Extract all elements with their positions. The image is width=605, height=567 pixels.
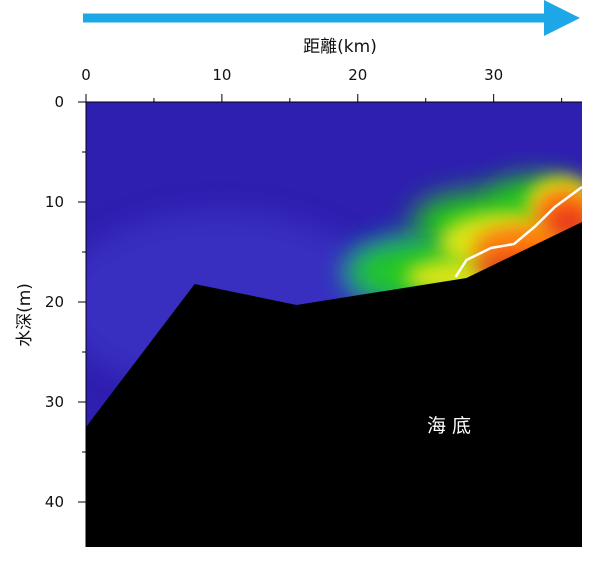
- contour-line: [454, 185, 582, 278]
- seabed-polygon: [86, 222, 582, 547]
- y-tick-label: 30: [45, 393, 64, 411]
- y-tick-label: 20: [45, 293, 64, 311]
- y-tick-label: 0: [54, 93, 64, 111]
- x-tick-label: 30: [484, 66, 503, 84]
- plot-area: [86, 102, 582, 547]
- y-axis-title: 水深(m): [15, 283, 35, 347]
- x-tick-label: 20: [348, 66, 367, 84]
- tick-layer: 0 10 20 30 0 10 20 30 40: [45, 66, 563, 511]
- x-tick-label: 0: [81, 66, 91, 84]
- y-tick-label: 10: [45, 193, 64, 211]
- y-tick-label: 40: [45, 493, 64, 511]
- seabed-label: 海底: [427, 415, 477, 437]
- x-axis-title: 距離(km): [303, 37, 377, 57]
- x-tick-label: 10: [212, 66, 231, 84]
